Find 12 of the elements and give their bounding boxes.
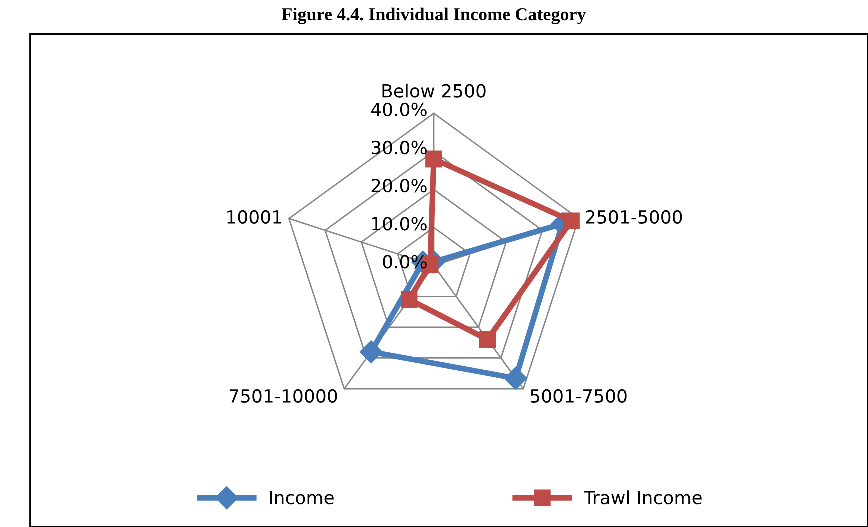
spoke-label: 2501-5000 bbox=[586, 210, 682, 224]
y-tick-label: 40.0% bbox=[371, 102, 427, 117]
spoke-label: 7501-10000 bbox=[230, 389, 338, 404]
y-tick-label: 20.0% bbox=[372, 179, 427, 193]
y-tick-label: 10.0% bbox=[372, 217, 427, 231]
y-tick-label: 30.0% bbox=[372, 140, 427, 155]
chart-title: Figure 4.4. Individual Income Category bbox=[282, 8, 586, 24]
legend-label: Trawl Income bbox=[584, 490, 702, 505]
spoke-label: 10001 bbox=[228, 210, 282, 224]
legend-label: Income bbox=[270, 491, 334, 505]
spoke-label: Below 2500 bbox=[382, 84, 486, 98]
spoke-label: 5001-7500 bbox=[530, 389, 627, 404]
